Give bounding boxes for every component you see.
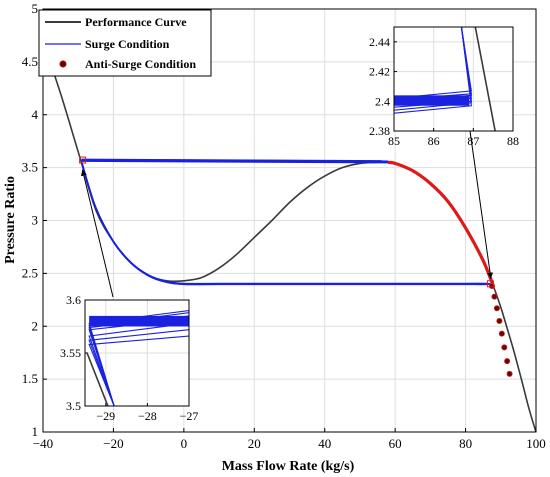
y-tick-label: 1 bbox=[32, 424, 39, 439]
inset-surge-line bbox=[88, 335, 189, 406]
y-axis-title: Pressure Ratio bbox=[3, 176, 18, 264]
anti-surge-point bbox=[491, 293, 498, 300]
inset-bottom-left: −29 −28 −27 3.5 3.55 3.6 bbox=[60, 293, 198, 423]
inset-surge-band bbox=[89, 315, 189, 327]
x-tick-label: 20 bbox=[248, 436, 261, 451]
inset-x-tick-label: 86 bbox=[428, 134, 440, 148]
inset-top-right: 85 86 87 88 2.38 2.4 2.42 2.44 bbox=[369, 26, 519, 148]
x-tick-label: 40 bbox=[318, 436, 331, 451]
inset-lines bbox=[394, 27, 496, 131]
inset-x-tick-label: −27 bbox=[180, 409, 199, 423]
inset-frame bbox=[84, 299, 190, 407]
inset-x-tick-label: 87 bbox=[467, 134, 479, 148]
inset-y-tick-label: 3.6 bbox=[66, 293, 81, 307]
anti-surge-operating-band bbox=[387, 160, 496, 288]
inset-y-tick-label: 3.5 bbox=[66, 399, 81, 413]
legend-surge-label: Surge Condition bbox=[85, 37, 170, 51]
inset-y-tick-label: 2.42 bbox=[369, 65, 390, 79]
inset-x-tick-label: −28 bbox=[138, 409, 157, 423]
zoom-box-right bbox=[486, 280, 494, 288]
y-tick-label: 4.5 bbox=[22, 54, 38, 69]
y-tick-label: 2.5 bbox=[22, 265, 38, 280]
main-lines bbox=[42, 40, 537, 433]
x-tick-label: 80 bbox=[459, 436, 472, 451]
zoom-annotations bbox=[79, 130, 494, 298]
x-tick-label: 60 bbox=[389, 436, 402, 451]
y-tick-label: 3 bbox=[32, 213, 39, 228]
anti-surge-point bbox=[501, 344, 508, 351]
zoom-arrow-right bbox=[469, 130, 494, 279]
y-tick-label: 3.5 bbox=[22, 160, 38, 175]
y-tick-label: 2 bbox=[32, 318, 39, 333]
zoom-box-left bbox=[79, 156, 87, 164]
inset-surge-band bbox=[394, 95, 470, 106]
inset-lines bbox=[86, 310, 189, 406]
zoom-arrow-left bbox=[80, 169, 114, 298]
inset-y-tick-label: 2.38 bbox=[369, 124, 390, 138]
legend-anti-surge-marker bbox=[59, 60, 67, 68]
main-ticks: −40 −20 0 20 40 60 80 100 1 1.5 2 2.5 3 3.5 4 4.5 5 bbox=[22, 1, 546, 451]
x-axis-title: Mass Flow Rate (kg/s) bbox=[222, 459, 355, 474]
x-tick-label: −40 bbox=[33, 436, 53, 451]
inset-y-tick-label: 3.55 bbox=[60, 346, 81, 360]
anti-surge-point bbox=[496, 317, 503, 324]
y-tick-label: 4 bbox=[32, 107, 39, 122]
y-tick-label: 5 bbox=[32, 1, 39, 16]
anti-surge-point bbox=[506, 370, 513, 377]
x-tick-label: 0 bbox=[181, 436, 188, 451]
anti-surge-point bbox=[504, 358, 511, 365]
legend-anti-surge-label: Anti-Surge Condition bbox=[85, 57, 196, 71]
surge-cycle-lower bbox=[81, 161, 491, 286]
inset-background bbox=[394, 27, 513, 131]
inset-x-tick-label: 88 bbox=[507, 134, 519, 148]
inset-surge-line bbox=[394, 27, 472, 114]
inset-y-tick-label: 2.44 bbox=[369, 35, 390, 49]
legend: Performance Curve Surge Condition Anti-S… bbox=[38, 9, 212, 77]
x-tick-label: 100 bbox=[526, 436, 546, 451]
inset-performance-line bbox=[86, 352, 109, 406]
y-tick-label: 1.5 bbox=[22, 371, 38, 386]
anti-surge-point bbox=[493, 305, 500, 312]
surge-cycle-upper bbox=[81, 158, 389, 162]
inset-x-tick-label: −29 bbox=[96, 409, 115, 423]
x-tick-label: −20 bbox=[103, 436, 123, 451]
inset-x-tick-label: 85 bbox=[388, 134, 400, 148]
anti-surge-point bbox=[498, 330, 505, 337]
inset-frame bbox=[393, 26, 514, 132]
inset-performance-line bbox=[474, 27, 496, 131]
inset-y-tick-label: 2.4 bbox=[375, 94, 390, 108]
legend-performance-label: Performance Curve bbox=[85, 15, 187, 29]
